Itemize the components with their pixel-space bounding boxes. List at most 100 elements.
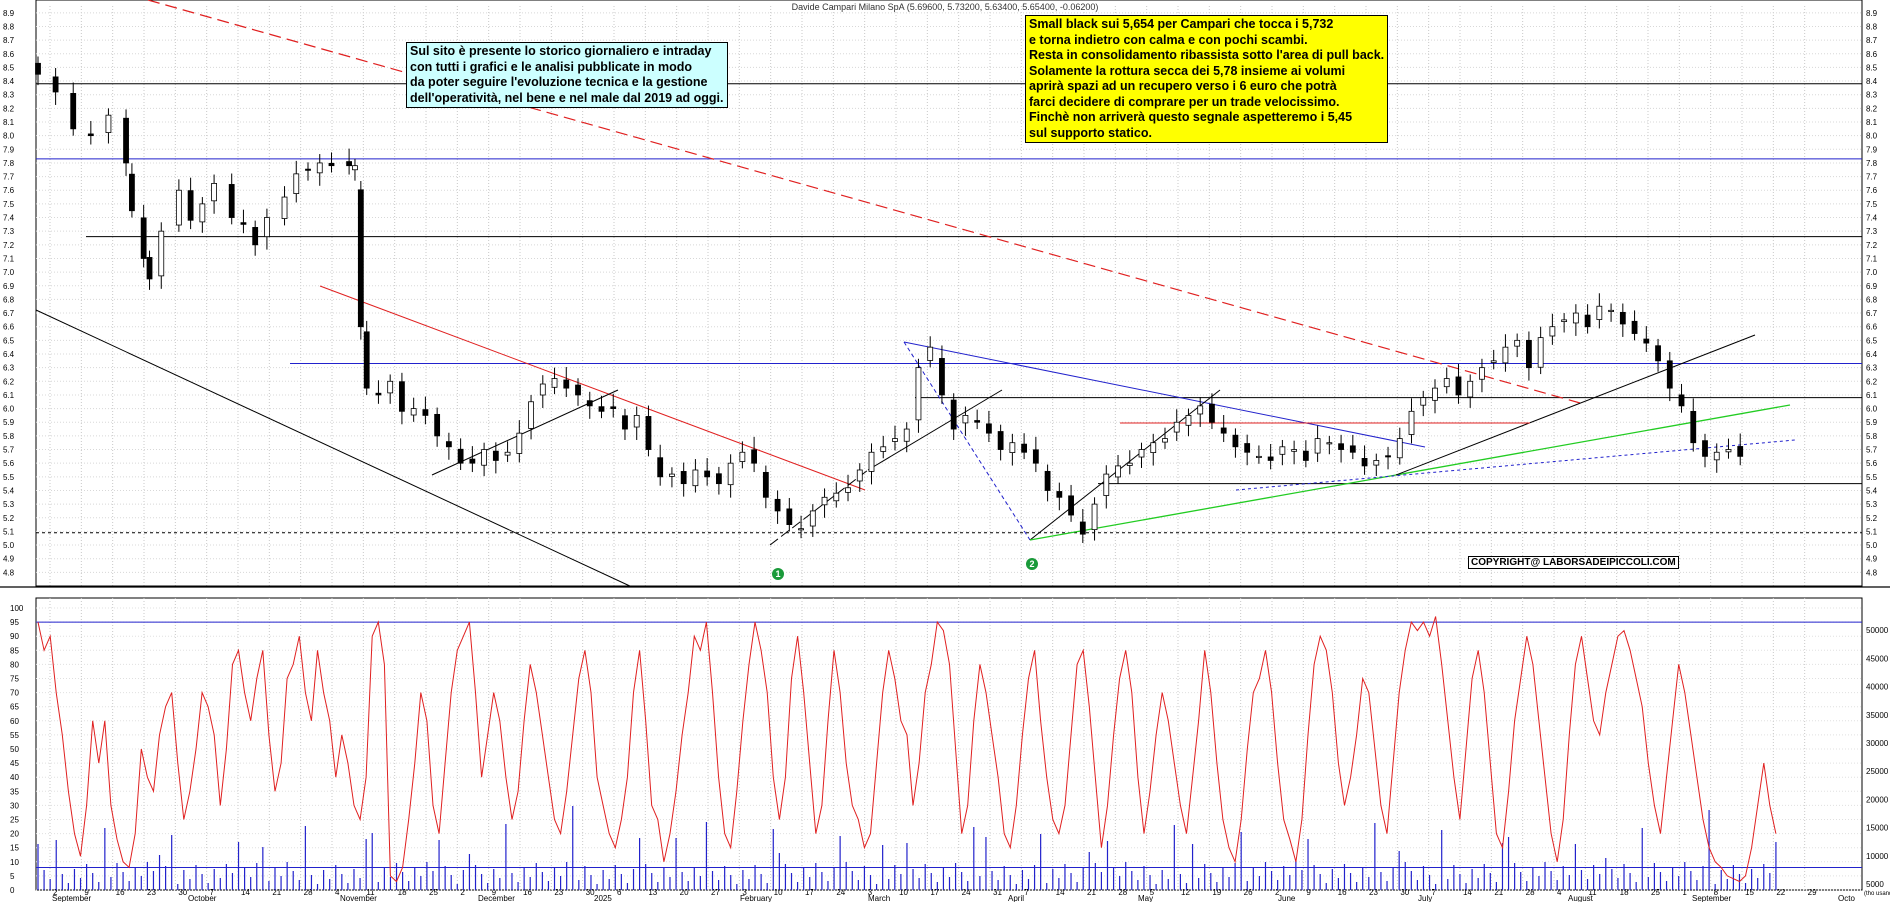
candle-body xyxy=(1173,421,1180,433)
trend-line xyxy=(1029,404,1791,541)
candle-body xyxy=(939,358,945,396)
y-tick-right: 6.0 xyxy=(1866,405,1878,414)
candle-body xyxy=(1455,376,1462,396)
candle-body xyxy=(1408,410,1415,435)
candle-body xyxy=(87,133,94,137)
y-tick-right: 8.8 xyxy=(1866,22,1878,31)
chart-title: Davide Campari Milano SpA (5.69600, 5.73… xyxy=(791,2,1099,12)
x-tick-label: 6 xyxy=(617,888,622,897)
note-right-line: Resta in consolidamento ribassista sotto… xyxy=(1029,48,1385,62)
candle-body xyxy=(1126,462,1133,466)
candle-body xyxy=(1267,456,1274,461)
candle-body xyxy=(1502,346,1509,364)
y-tick-right: 5.0 xyxy=(1866,541,1878,550)
y-tick-left: 6.5 xyxy=(3,336,15,345)
osc-tick-left: 65 xyxy=(10,703,19,712)
y-tick-right: 7.3 xyxy=(1866,227,1878,236)
y-tick-right: 8.0 xyxy=(1866,132,1878,141)
x-month-label: August xyxy=(1568,894,1594,902)
x-tick-label: 31 xyxy=(993,888,1002,897)
candle-body xyxy=(228,184,235,218)
candle-body xyxy=(1725,449,1732,453)
candle-body xyxy=(1572,312,1579,324)
y-tick-left: 5.6 xyxy=(3,459,15,468)
y-tick-right: 6.7 xyxy=(1866,309,1878,318)
note-analysis: Small black sui 5,654 per Campari che to… xyxy=(1025,15,1389,143)
candle-body xyxy=(892,438,898,442)
candle-body xyxy=(1361,457,1368,467)
candle-body xyxy=(1032,449,1039,464)
candle-body xyxy=(316,162,323,174)
y-tick-left: 8.6 xyxy=(3,50,15,59)
y-tick-left: 6.2 xyxy=(3,377,15,386)
candle-body xyxy=(187,190,194,221)
candle-body xyxy=(410,408,417,416)
candle-body xyxy=(469,458,476,464)
candle-body xyxy=(727,462,734,486)
note-right-line: farci decidere di comprare per un trade … xyxy=(1029,94,1340,109)
candle-body xyxy=(950,399,957,430)
candle-body xyxy=(915,367,922,421)
x-tick-label: 28 xyxy=(1526,888,1535,897)
osc-tick-left: 15 xyxy=(10,844,19,853)
x-tick-label: 30 xyxy=(178,888,187,897)
y-tick-right: 5.1 xyxy=(1866,527,1878,536)
osc-tick-left: 70 xyxy=(10,689,19,698)
candle-body xyxy=(821,496,828,506)
y-tick-left: 7.9 xyxy=(3,145,15,154)
candle-body xyxy=(1091,503,1098,531)
candle-body xyxy=(1561,319,1568,322)
x-tick-label: 2 xyxy=(1275,888,1280,897)
x-tick-label: 12 xyxy=(1181,888,1190,897)
candle-body xyxy=(1232,434,1239,448)
y-tick-left: 6.0 xyxy=(3,405,15,414)
marker-2: 2 xyxy=(1026,558,1038,570)
osc-tick-left: 95 xyxy=(10,618,19,627)
candle-body xyxy=(1291,449,1298,452)
candle-body xyxy=(1549,326,1556,337)
y-tick-right: 5.3 xyxy=(1866,500,1878,509)
candle-body xyxy=(375,392,382,396)
osc-tick-left: 20 xyxy=(10,830,19,839)
osc-tick-left: 25 xyxy=(10,816,19,825)
candle-body xyxy=(1702,440,1708,457)
note-right-line: aprirà spazi ad un recupero verso i 6 eu… xyxy=(1029,79,1337,93)
y-tick-right: 7.0 xyxy=(1866,268,1878,277)
candle-body xyxy=(175,189,182,226)
candle-body xyxy=(1349,445,1356,453)
x-tick-label: 23 xyxy=(1369,888,1378,897)
candle-body xyxy=(586,400,593,407)
x-tick-label: 10 xyxy=(899,888,908,897)
candle-body xyxy=(70,93,77,130)
candle-body xyxy=(1244,443,1251,453)
y-tick-right: 5.9 xyxy=(1866,418,1878,427)
osc-tick-left: 60 xyxy=(10,717,19,726)
x-month-label: May xyxy=(1138,894,1153,902)
candle-body xyxy=(281,196,288,219)
candle-body xyxy=(927,346,934,361)
candle-body xyxy=(575,384,581,396)
osc-tick-left: 0 xyxy=(10,886,15,895)
volume-tick-right: 15000 xyxy=(1866,824,1889,833)
candle-body xyxy=(539,383,546,396)
volume-tick-right: 25000 xyxy=(1866,767,1889,776)
x-tick-label: 16 xyxy=(116,888,125,897)
volume-tick-right: 5000 xyxy=(1866,880,1884,889)
y-tick-left: 5.7 xyxy=(3,446,15,455)
candle-body xyxy=(1115,465,1121,478)
note-right-line: Small black sui 5,654 per Campari che to… xyxy=(1029,17,1334,31)
y-tick-left: 7.0 xyxy=(3,268,15,277)
x-tick-label: 17 xyxy=(930,888,939,897)
candle-body xyxy=(1432,387,1438,401)
trend-line xyxy=(867,389,1003,471)
candle-body xyxy=(445,441,452,448)
candle-body xyxy=(158,230,165,277)
x-tick-label: 7 xyxy=(210,888,215,897)
note-right-line: e torna indietro con calma e con pochi s… xyxy=(1029,32,1308,47)
candle-body xyxy=(622,415,628,430)
y-tick-right: 8.5 xyxy=(1866,63,1878,72)
candle-body xyxy=(528,401,534,429)
y-tick-left: 6.8 xyxy=(3,295,15,304)
candle-body xyxy=(1314,438,1321,454)
candle-body xyxy=(363,331,370,389)
